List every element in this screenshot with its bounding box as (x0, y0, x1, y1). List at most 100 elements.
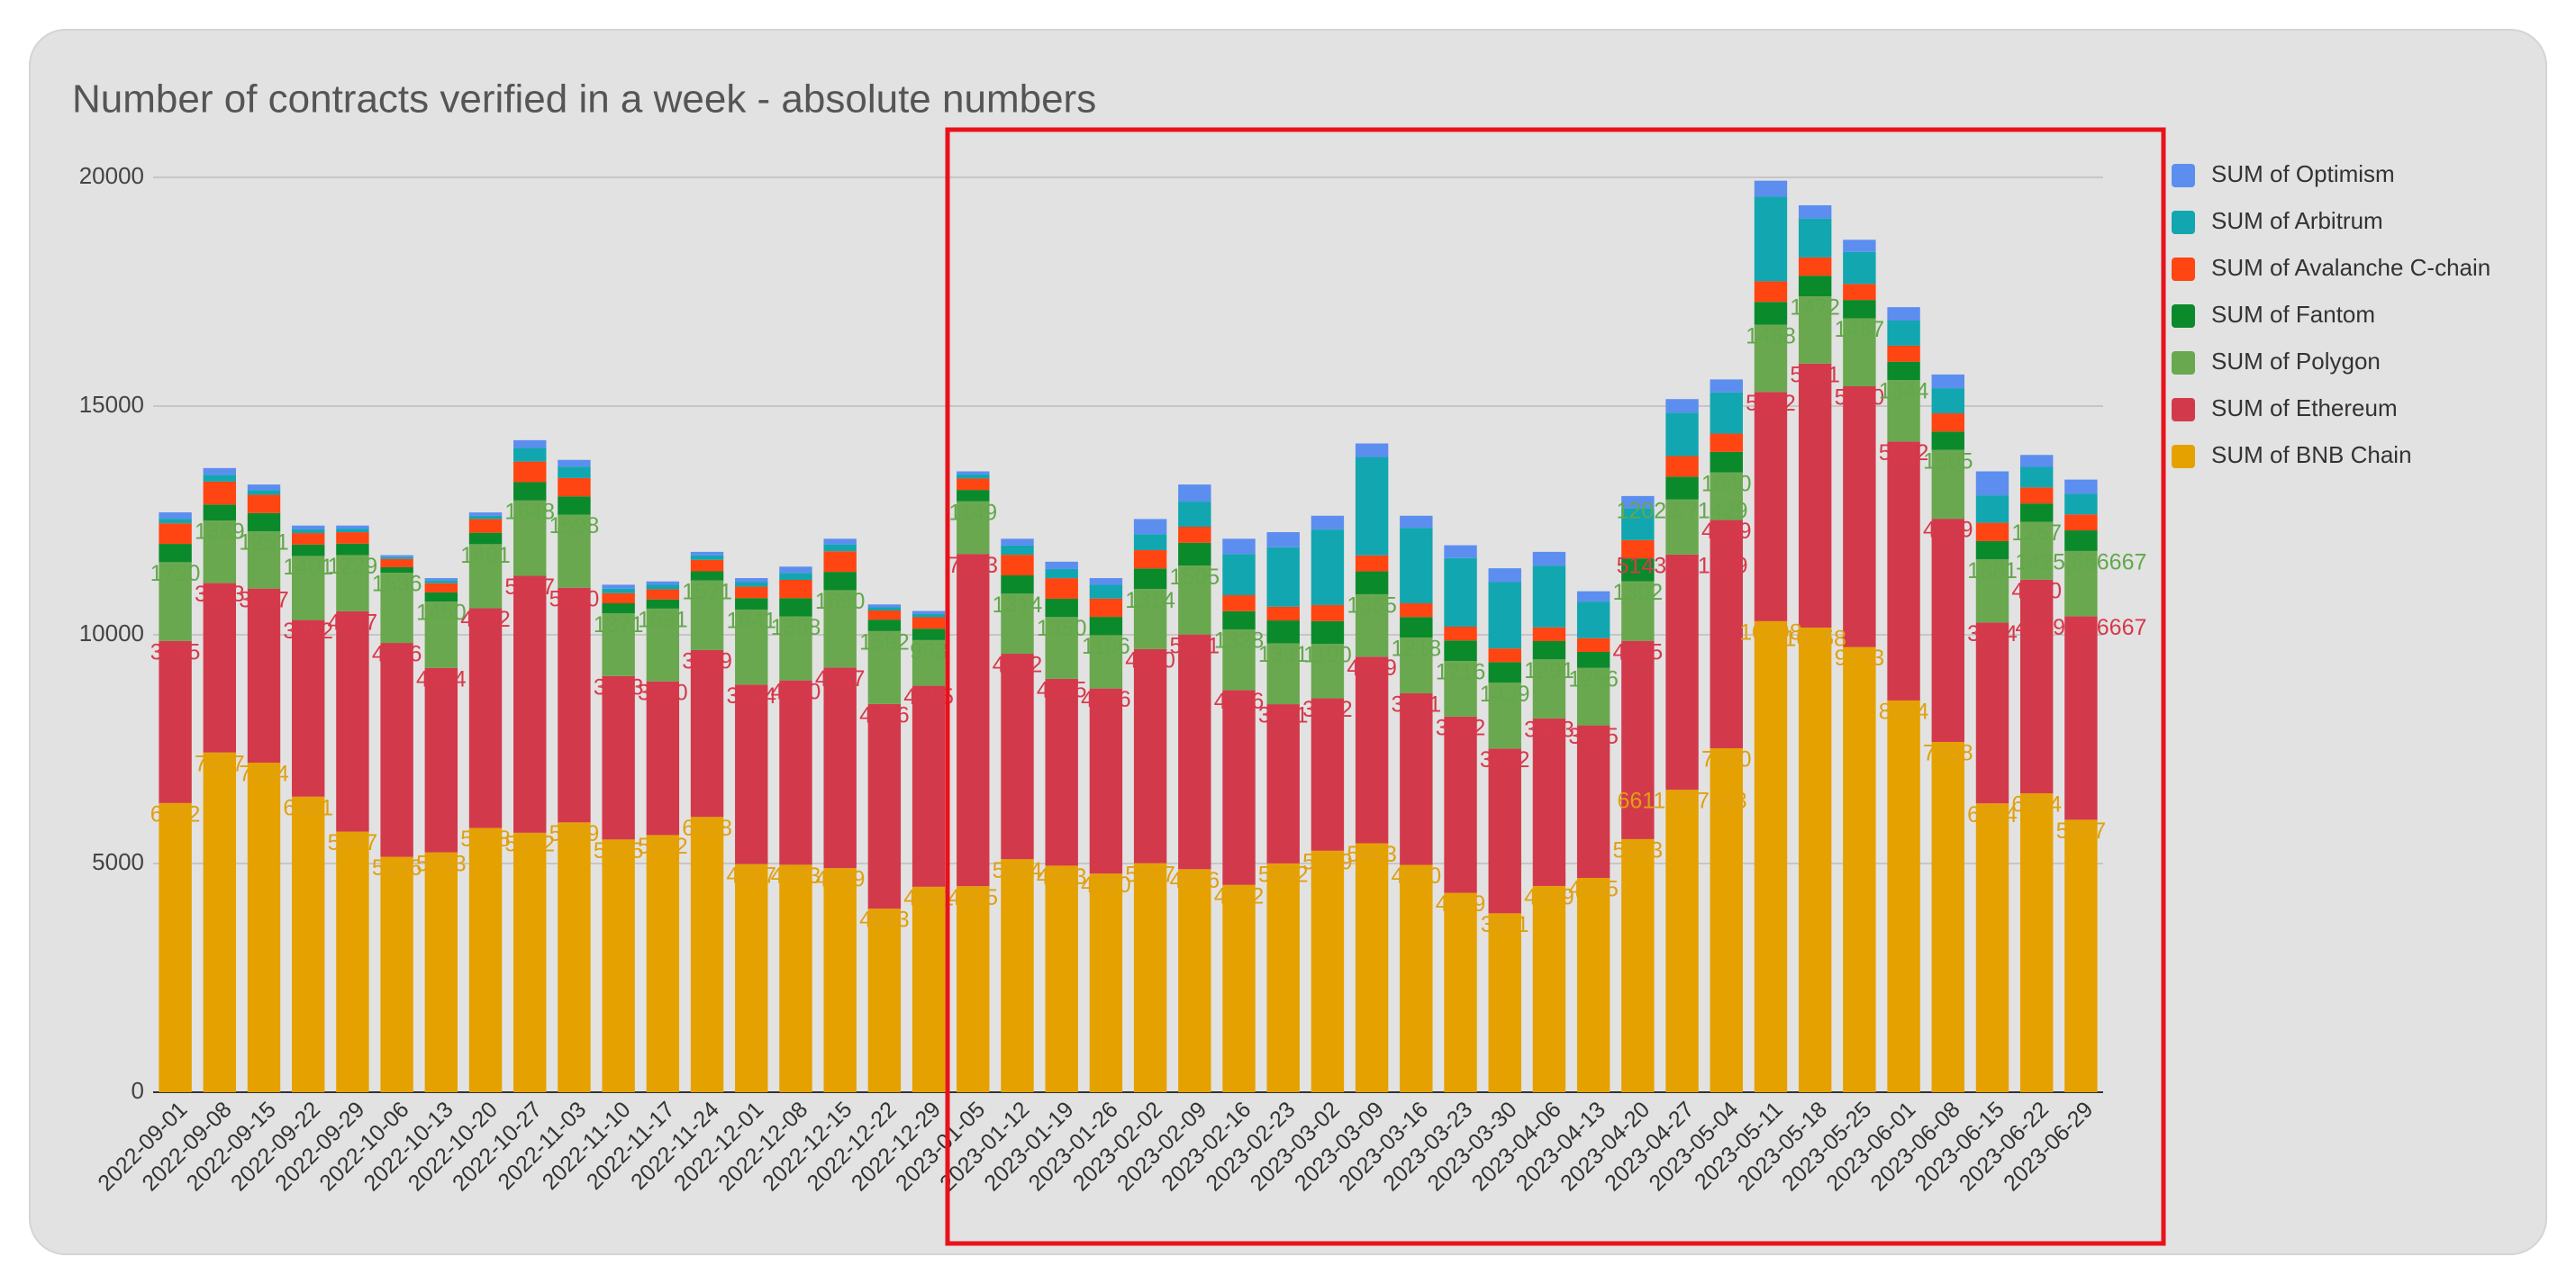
bar-segment (203, 481, 237, 505)
bar-segment (690, 555, 724, 560)
bar-segment (1710, 520, 1743, 748)
bar-segment (203, 467, 237, 475)
bar-segment (779, 573, 812, 580)
bar-segment (1931, 449, 1964, 520)
bar-segment (380, 556, 413, 559)
data-label: 1720 (150, 561, 201, 586)
bar-segment (1178, 484, 1211, 502)
data-label: 6534 (2011, 792, 2062, 818)
data-label: 1371 (594, 612, 644, 637)
bar-segment (690, 649, 724, 818)
data-label: 3924 (726, 683, 776, 709)
bar-segment (424, 578, 458, 581)
data-label: 1401 (460, 543, 511, 568)
bar-segment (2064, 530, 2098, 551)
bar-segment (1532, 627, 1566, 641)
y-tick-label: 0 (132, 1077, 144, 1104)
data-label: 3703 (195, 582, 245, 607)
bar-segment (646, 581, 680, 585)
data-label: 4802 (460, 607, 511, 632)
bar-segment (1488, 662, 1521, 683)
bar-segment (1178, 542, 1211, 566)
data-label: 1536 (372, 572, 422, 597)
bar-segment (1931, 413, 1964, 432)
data-label: 5002 (1258, 863, 1309, 888)
bar-segment (1665, 412, 1699, 457)
data-label: 1314 (1125, 588, 1175, 613)
data-label: 3573 (594, 674, 644, 700)
bar-segment (159, 802, 192, 1092)
bar-segment (558, 822, 591, 1092)
data-label: 6314 (1967, 802, 2018, 827)
bar-segment (159, 544, 192, 563)
bar-segment (1355, 443, 1389, 457)
bar-segment (2019, 521, 2054, 580)
data-label: 5131 (1169, 633, 1220, 658)
bar-segment (1843, 386, 1876, 647)
bar-segment (424, 601, 458, 668)
bar-segment (513, 575, 547, 833)
bar-segment (1001, 545, 1034, 556)
data-label: 1344 (1879, 379, 1929, 404)
bar-segment (1089, 578, 1123, 585)
highlight-box (945, 127, 2166, 1246)
data-label: 5012 (1746, 391, 1796, 416)
bar-segment (380, 558, 413, 567)
bar-segment (1621, 640, 1655, 839)
bar-segment (336, 610, 369, 832)
bar-segment (1621, 558, 1655, 582)
bar-segment (380, 643, 413, 857)
bar-segment (602, 675, 635, 840)
bar-segment (336, 529, 369, 533)
bar-segment (1311, 644, 1345, 699)
bar-segment (735, 586, 768, 599)
bar-segment (646, 584, 680, 590)
bar-segment (513, 439, 547, 448)
bar-segment (1045, 598, 1078, 618)
bar-segment (1488, 913, 1521, 1092)
data-label: 3954 (1967, 621, 2018, 647)
legend: SUM of Optimism SUM of Arbitrum SUM of Ava… (2172, 160, 2490, 468)
legend-swatch (2172, 304, 2195, 328)
data-label: 3862 (283, 619, 333, 644)
bar-segment (513, 461, 547, 483)
data-label: 9733 (1835, 646, 1885, 671)
data-label: 5622 (638, 834, 688, 859)
bar-segment (1444, 716, 1477, 893)
bar-segment (646, 608, 680, 682)
data-label: 5130 (549, 586, 600, 611)
data-label: 4680 (1125, 648, 1175, 674)
bar-segment (1532, 718, 1566, 886)
bar-segment (1576, 667, 1610, 726)
bar-segment (2064, 493, 2098, 515)
data-label: 1591 (638, 608, 688, 633)
bar-segment (867, 630, 902, 704)
data-label: 1401 (283, 555, 333, 580)
bar-segment (646, 835, 680, 1092)
bar-segment (292, 525, 325, 529)
bar-segment (513, 500, 547, 576)
bar-segment (1754, 196, 1788, 282)
bar-segment (690, 580, 724, 650)
data-label: 7204 (239, 762, 289, 787)
data-label: 4879 (1923, 518, 1973, 543)
bar-segment (912, 610, 946, 614)
data-label: 5533 (1613, 838, 1664, 864)
data-label: 1690 (815, 589, 866, 614)
bar-segment (646, 599, 680, 609)
bar-segment (1222, 690, 1256, 885)
bar-segment (2019, 466, 2054, 488)
bar-segment (292, 529, 325, 534)
bar-segment (1444, 661, 1477, 717)
bar-segment (602, 613, 635, 676)
legend-label: SUM of BNB Chain (2211, 441, 2412, 468)
bar-segment (2064, 616, 2098, 820)
bar-segment (1754, 392, 1788, 621)
bar-segment (1576, 725, 1610, 879)
legend-label: SUM of Avalanche C-chain (2211, 254, 2490, 281)
bar-segment (1710, 379, 1743, 393)
bar-segment (779, 598, 812, 617)
data-label: 5279 (1302, 849, 1353, 874)
bar-segment (1710, 451, 1743, 473)
